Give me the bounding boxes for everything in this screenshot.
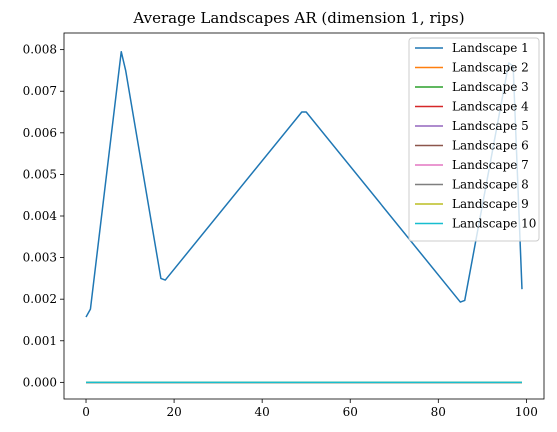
legend-label-6: Landscape 6	[452, 139, 529, 153]
chart-title: Average Landscapes AR (dimension 1, rips…	[132, 9, 464, 27]
x-tick-label: 100	[515, 405, 538, 419]
legend-box	[408, 37, 540, 242]
x-tick-label: 0	[82, 405, 90, 419]
y-tick-label: 0.002	[23, 292, 57, 306]
x-tick-label: 20	[166, 405, 181, 419]
y-tick-label: 0.006	[23, 126, 57, 140]
legend-label-4: Landscape 4	[452, 100, 529, 114]
legend-label-1: Landscape 1	[452, 41, 529, 55]
x-tick-label: 60	[343, 405, 358, 419]
legend-label-5: Landscape 5	[452, 119, 529, 133]
legend: Landscape 1 Landscape 2 Landscape 3 Landsca…	[408, 37, 540, 242]
y-tick-label: 0.001	[23, 334, 57, 348]
y-axis: 0.000 0.001 0.002 0.003 0.004 0.005 0.006 0.007…	[23, 43, 64, 389]
y-tick-label: 0.008	[23, 43, 57, 57]
legend-label-10: Landscape 10	[452, 217, 536, 231]
plot-frame	[63, 32, 545, 400]
x-axis: 0 20 40 60 80 100	[82, 399, 538, 419]
legend-label-9: Landscape 9	[452, 197, 529, 211]
legend-label-7: Landscape 7	[452, 158, 529, 172]
legend-label-3: Landscape 3	[452, 80, 529, 94]
legend-label-2: Landscape 2	[452, 61, 529, 75]
y-tick-label: 0.000	[23, 375, 57, 389]
y-tick-label: 0.007	[23, 84, 57, 98]
y-tick-label: 0.003	[23, 251, 57, 265]
x-tick-label: 80	[431, 405, 446, 419]
y-tick-label: 0.005	[23, 167, 57, 181]
legend-label-8: Landscape 8	[452, 178, 529, 192]
y-tick-label: 0.004	[23, 209, 58, 223]
x-tick-label: 40	[255, 405, 270, 419]
